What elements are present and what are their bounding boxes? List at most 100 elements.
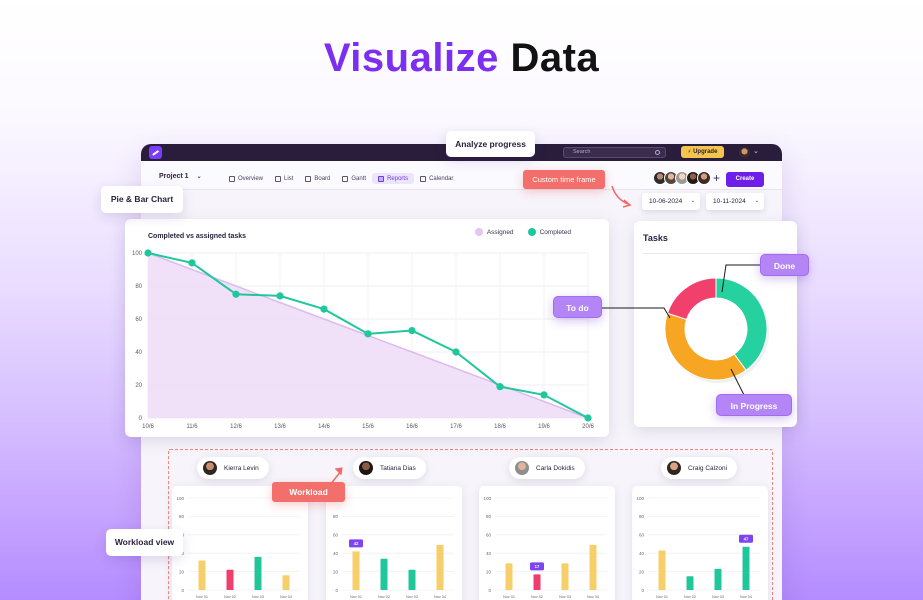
custom-time-frame-callout: Custom time frame xyxy=(523,170,605,189)
tab-gantt[interactable]: Gantt xyxy=(336,173,372,184)
tab-overview[interactable]: Overview xyxy=(223,173,269,184)
completed-point xyxy=(584,414,592,422)
workload-bar xyxy=(408,569,416,590)
avatar[interactable] xyxy=(697,171,711,185)
list-icon xyxy=(275,175,282,182)
workload-tag-label: 47 xyxy=(744,536,749,541)
todo-leader-line xyxy=(602,307,671,319)
member-avatars: + xyxy=(653,171,720,185)
chart-title: Completed vs assigned tasks xyxy=(148,233,247,240)
y-tick-label: 0 xyxy=(641,588,644,593)
workload-bar xyxy=(714,568,722,590)
person-name: Craig Calzoni xyxy=(688,464,728,472)
x-tick-label: 19/6 xyxy=(538,424,550,430)
avatar xyxy=(515,461,529,475)
y-tick-label: 80 xyxy=(639,514,645,519)
arrow-head-icon xyxy=(622,199,632,208)
completed-point xyxy=(540,391,548,399)
completed-point xyxy=(232,290,240,298)
x-tick-label: 15/6 xyxy=(362,424,374,430)
todo-callout: To do xyxy=(553,296,602,318)
y-tick-label: 100 xyxy=(176,496,184,501)
donut-hole xyxy=(685,298,747,360)
completed-point xyxy=(188,259,196,267)
tab-label: List xyxy=(284,175,294,182)
y-tick-label: 40 xyxy=(333,551,339,556)
workload-bar xyxy=(198,560,206,590)
chevron-down-icon: ⌄ xyxy=(196,174,202,180)
create-button[interactable]: Create xyxy=(726,172,764,187)
y-tick-label: 40 xyxy=(135,350,142,356)
workload-bar xyxy=(589,544,597,590)
person-chip-craig[interactable]: Craig Calzoni xyxy=(661,457,738,479)
workload-bar-chart: 0 20 40 60 80 100 Nov 01 Nov 02 17 Nov 03 Nov 04 xyxy=(483,496,607,599)
workload-bar xyxy=(742,546,750,590)
user-avatar[interactable] xyxy=(739,147,750,158)
x-tick-label: Nov 02 xyxy=(378,595,390,599)
project-select[interactable]: Project 1 ⌄ xyxy=(159,173,202,180)
x-tick-label: Nov 01 xyxy=(503,595,515,599)
workload-bar xyxy=(686,576,694,590)
tab-list[interactable]: List xyxy=(269,173,299,184)
chevron-down-icon: ⌄ xyxy=(754,198,759,204)
person-chip-carla[interactable]: Carla Dokidis xyxy=(509,457,585,479)
end-date-picker[interactable]: 10-11-2024 ⌄ xyxy=(706,193,764,210)
search-placeholder: Search xyxy=(573,149,591,155)
line-chart: 0 20 40 60 80 100 10/6 11/6 12/6 13/6 14/6 15/6 16/6… xyxy=(132,249,594,430)
workload-tag xyxy=(530,562,544,571)
workload-bar xyxy=(561,563,569,590)
hero-title-rest: Data xyxy=(510,36,600,80)
person-chip-kierra[interactable]: Kierra Levin xyxy=(197,457,269,479)
x-tick-label: Nov 04 xyxy=(740,595,752,599)
person-name: Tatiana Dias xyxy=(380,464,416,472)
in-progress-callout: In Progress xyxy=(716,394,792,416)
app-logo-icon[interactable] xyxy=(149,146,162,159)
hero-title: Visualize Data xyxy=(0,36,923,81)
y-tick-label: 100 xyxy=(636,496,644,501)
board-icon xyxy=(305,175,312,182)
avatar xyxy=(667,461,681,475)
person-name: Carla Dokidis xyxy=(536,464,575,472)
workload-card-craig: 0 20 40 60 80 100 Nov 01 Nov 02 Nov 03 Nov 04 47 xyxy=(632,486,768,600)
person-chip-tatiana[interactable]: Tatiana Dias xyxy=(353,457,426,479)
tab-label: Board xyxy=(314,175,331,182)
workload-bar xyxy=(505,563,513,590)
pie-bar-chart-callout: Pie & Bar Chart xyxy=(101,186,183,213)
x-tick-label: Nov 01 xyxy=(350,595,362,599)
hero-title-accent: Visualize xyxy=(323,36,499,80)
tab-board[interactable]: Board xyxy=(299,173,336,184)
x-tick-label: 18/6 xyxy=(494,424,506,430)
tab-calendar[interactable]: Calendar xyxy=(414,173,459,184)
project-nav: Project 1 ⌄ Overview List Board Gantt Rep… xyxy=(141,161,782,190)
y-tick-label: 80 xyxy=(486,514,492,519)
x-tick-label: Nov 03 xyxy=(252,595,264,599)
completed-point xyxy=(452,348,460,356)
x-tick-label: Nov 04 xyxy=(280,595,292,599)
workload-section xyxy=(168,449,773,600)
workload-bar xyxy=(380,558,388,590)
upgrade-button[interactable]: ⚡ Upgrade xyxy=(681,146,724,158)
workload-tag-label: 17 xyxy=(535,564,540,569)
workload-bar xyxy=(436,544,444,590)
tab-reports[interactable]: Reports xyxy=(372,173,415,184)
completed-point xyxy=(144,249,152,257)
workload-bar xyxy=(282,575,290,590)
workload-bar xyxy=(254,556,262,590)
chevron-down-icon[interactable]: ⌄ xyxy=(753,148,759,155)
workload-bar xyxy=(226,569,234,590)
start-date-picker[interactable]: 10-06-2024 ⌄ xyxy=(642,193,700,210)
tab-label: Reports xyxy=(387,175,409,182)
x-tick-label: 12/6 xyxy=(230,424,242,430)
avatar xyxy=(203,461,217,475)
workload-tag-label: 42 xyxy=(354,541,359,546)
search-input[interactable]: Search xyxy=(563,147,666,158)
x-tick-label: 11/6 xyxy=(186,424,198,430)
y-tick-label: 20 xyxy=(135,383,142,389)
add-member-icon[interactable]: + xyxy=(713,171,721,185)
y-tick-label: 40 xyxy=(639,551,645,556)
x-tick-label: 13/6 xyxy=(274,424,286,430)
legend-item-completed: Completed xyxy=(527,228,571,236)
y-tick-label: 20 xyxy=(179,569,185,574)
workload-card-carla: 0 20 40 60 80 100 Nov 01 Nov 02 17 Nov 03 Nov 04 xyxy=(479,486,615,600)
